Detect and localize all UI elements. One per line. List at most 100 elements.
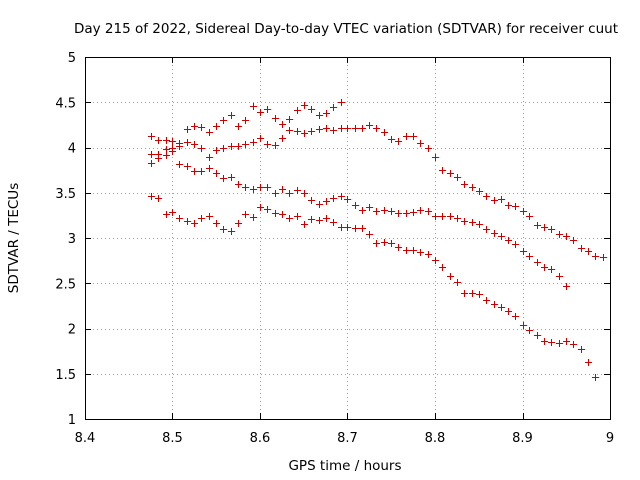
data-point <box>556 231 563 238</box>
data-point <box>505 237 512 244</box>
data-point <box>330 195 337 202</box>
data-point <box>148 151 155 158</box>
data-point <box>454 279 461 286</box>
data-point <box>425 145 432 152</box>
data-point <box>395 210 402 217</box>
data-point <box>257 135 264 142</box>
data-point <box>344 196 351 203</box>
x-tick-label: 8.7 <box>337 431 358 446</box>
data-point <box>163 146 170 153</box>
series-track-a <box>148 99 345 147</box>
data-point <box>316 126 323 133</box>
y-tick-label: 4.5 <box>55 96 76 111</box>
data-point <box>176 161 183 168</box>
data-point <box>534 332 541 339</box>
y-axis-label: SDTVAR / TECUs <box>6 183 22 293</box>
data-point <box>505 202 512 209</box>
data-point <box>308 106 315 113</box>
data-point <box>541 224 548 231</box>
data-point <box>403 133 410 140</box>
data-point <box>439 264 446 271</box>
data-point <box>330 219 337 226</box>
data-point <box>220 145 227 152</box>
data-point <box>235 143 242 150</box>
data-point <box>198 145 205 152</box>
data-point <box>206 165 213 172</box>
data-point <box>439 213 446 220</box>
data-point <box>228 112 235 119</box>
data-point <box>352 125 359 132</box>
data-point <box>570 237 577 244</box>
data-point <box>301 190 308 197</box>
data-point <box>323 125 330 132</box>
data-point <box>469 290 476 297</box>
data-point <box>395 138 402 145</box>
data-point <box>250 139 257 146</box>
y-tick-label: 3 <box>68 232 76 247</box>
data-point <box>417 249 424 256</box>
data-point <box>359 125 366 132</box>
y-axis-tick-labels: 1 1.5 2 2.5 3 3.5 4 4.5 5 <box>55 51 76 428</box>
data-point <box>264 184 271 191</box>
data-point <box>206 154 213 161</box>
x-axis-tick-labels: 8.4 8.5 8.6 8.7 8.8 8.9 9 <box>75 431 614 446</box>
data-point <box>206 129 213 136</box>
data-point <box>323 110 330 117</box>
grid-lines <box>85 57 610 419</box>
y-tick-label: 5 <box>68 51 76 66</box>
data-point <box>286 127 293 134</box>
data-point <box>344 224 351 231</box>
x-tick-label: 8.4 <box>75 431 96 446</box>
data-point <box>184 218 191 225</box>
data-point <box>191 220 198 227</box>
data-point <box>169 209 176 216</box>
data-point <box>469 219 476 226</box>
data-point <box>410 133 417 140</box>
data-point <box>213 220 220 227</box>
data-point <box>381 129 388 136</box>
data-point <box>176 215 183 222</box>
data-point <box>476 221 483 228</box>
data-point <box>338 125 345 132</box>
data-point <box>417 140 424 147</box>
x-tick-label: 8.9 <box>512 431 533 446</box>
data-point <box>272 142 279 149</box>
data-point <box>272 210 279 217</box>
data-point <box>191 123 198 130</box>
data-point <box>498 196 505 203</box>
data-point <box>359 225 366 232</box>
data-point <box>417 207 424 214</box>
data-point <box>526 327 533 334</box>
series-track-c <box>148 148 570 290</box>
data-point <box>294 107 301 114</box>
data-point <box>198 215 205 222</box>
data-point <box>439 167 446 174</box>
data-point <box>373 208 380 215</box>
y-tick-label: 3.5 <box>55 187 76 202</box>
data-point <box>242 211 249 218</box>
data-point <box>338 193 345 200</box>
data-point <box>330 104 337 111</box>
data-point <box>344 125 351 132</box>
data-point <box>294 213 301 220</box>
data-point <box>373 125 380 132</box>
data-point <box>163 152 170 159</box>
y-tick-label: 1 <box>68 413 76 428</box>
data-point <box>163 211 170 218</box>
data-point <box>279 211 286 218</box>
data-point <box>301 102 308 109</box>
data-point <box>323 215 330 222</box>
data-point <box>242 141 249 148</box>
data-point <box>169 148 176 155</box>
data-point <box>184 139 191 146</box>
data-point <box>403 210 410 217</box>
data-point <box>512 241 519 248</box>
data-point <box>373 240 380 247</box>
data-point <box>250 214 257 221</box>
data-point <box>198 168 205 175</box>
data-point <box>308 197 315 204</box>
data-point <box>286 215 293 222</box>
y-tick-label: 4 <box>68 142 76 157</box>
data-point <box>352 202 359 209</box>
data-point <box>257 109 264 116</box>
